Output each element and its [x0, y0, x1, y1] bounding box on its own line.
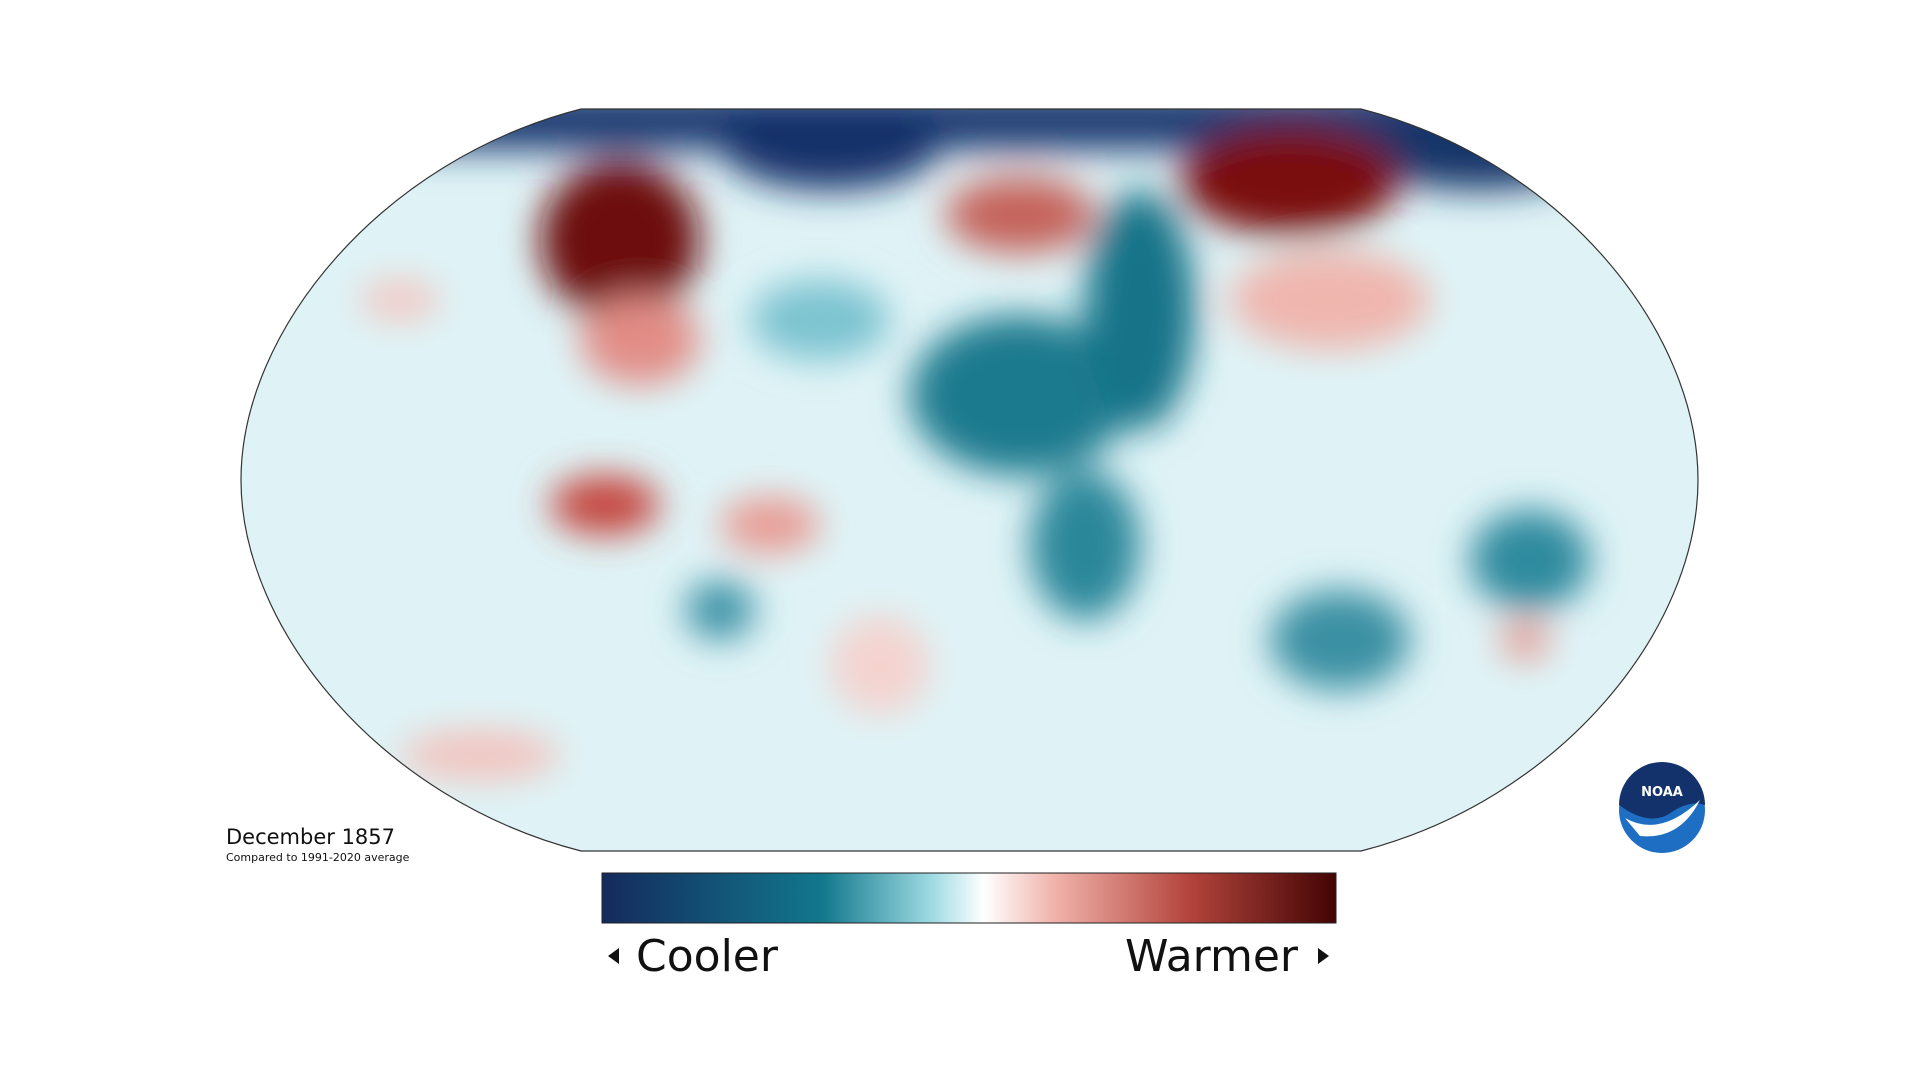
noaa-logo: NOAA	[1619, 762, 1705, 853]
color-bar	[601, 872, 1337, 924]
map-outline	[240, 108, 1699, 852]
map-subtitle: Compared to 1991-2020 average	[226, 851, 410, 864]
map-title: December 1857	[226, 825, 395, 849]
legend-high-label: Warmer	[1125, 931, 1299, 982]
cooler-arrow	[608, 948, 619, 964]
legend-low-label: Cooler	[636, 931, 779, 982]
logo-top	[1619, 762, 1705, 819]
anomaly-map	[241, 109, 1698, 851]
logo-text: NOAA	[1641, 785, 1683, 800]
logo-bird	[1625, 800, 1700, 837]
warmer-arrow	[1318, 948, 1329, 964]
